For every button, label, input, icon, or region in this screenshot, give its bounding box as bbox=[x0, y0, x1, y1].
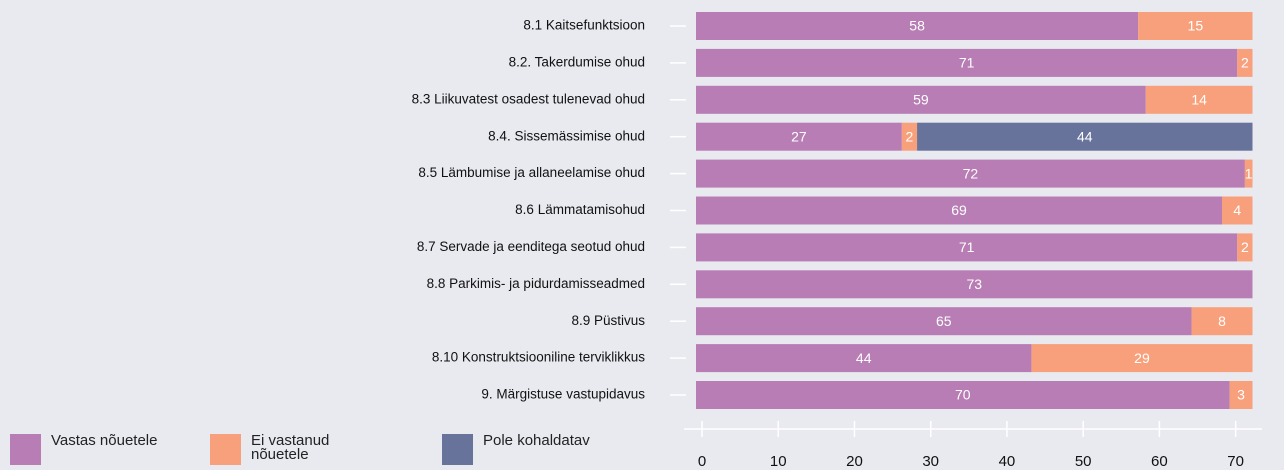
bar-segment bbox=[1031, 344, 1253, 373]
value-label: 2 bbox=[906, 128, 914, 144]
legend-swatch bbox=[442, 434, 473, 465]
value-label: 4 bbox=[1233, 202, 1241, 218]
x-tick-label: 60 bbox=[1151, 453, 1168, 470]
legend-label: Vastas nõuetele bbox=[51, 432, 158, 449]
value-label: 70 bbox=[955, 387, 971, 403]
value-label: 3 bbox=[1237, 387, 1245, 403]
category-label: 8.9 Püstivus bbox=[571, 313, 645, 328]
value-label: 27 bbox=[791, 128, 807, 144]
bar-segment bbox=[696, 344, 1032, 373]
bar-segment bbox=[696, 12, 1139, 40]
value-label: 72 bbox=[963, 165, 979, 181]
category-label: 8.2. Takerdumise ohud bbox=[509, 54, 645, 69]
bar-segment bbox=[696, 233, 1238, 262]
bar-segment bbox=[1145, 85, 1253, 114]
x-tick-label: 40 bbox=[999, 453, 1016, 470]
bar-segment bbox=[1191, 307, 1253, 336]
bar-segment bbox=[1222, 196, 1253, 225]
legend-item: Ei vastanud nõuetele bbox=[210, 432, 361, 465]
value-label: 1 bbox=[1245, 165, 1253, 181]
value-label: 71 bbox=[959, 239, 975, 255]
category-label: 8.10 Konstruktsiooniline terviklikkus bbox=[432, 350, 645, 365]
category-label: 8.6 Lämmatamisohud bbox=[515, 202, 645, 217]
category-label: 8.8 Parkimis- ja pidurdamisseadmed bbox=[427, 276, 645, 291]
x-tick-label: 70 bbox=[1227, 453, 1244, 470]
value-label: 59 bbox=[913, 92, 929, 108]
bar-segment bbox=[917, 122, 1253, 151]
value-label: 69 bbox=[951, 202, 967, 218]
value-label: 58 bbox=[909, 18, 925, 34]
category-label: 8.3 Liikuvatest osadest tulenevad ohud bbox=[412, 91, 645, 106]
x-tick-label: 30 bbox=[922, 453, 939, 470]
legend-swatch bbox=[210, 434, 241, 465]
bar-segment bbox=[1138, 12, 1253, 40]
value-label: 65 bbox=[936, 313, 952, 329]
legend-item: Pole kohaldatav bbox=[442, 432, 593, 465]
category-label: 9. Märgistuse vastupidavus bbox=[481, 387, 645, 402]
bar-segment bbox=[1229, 381, 1253, 409]
x-tick-label: 50 bbox=[1075, 453, 1092, 470]
bar-segment bbox=[901, 122, 918, 151]
bar-segment bbox=[1237, 233, 1253, 262]
value-label: 8 bbox=[1218, 313, 1226, 329]
category-label: 8.5 Lämbumise ja allaneelamise ohud bbox=[418, 165, 645, 180]
category-label: 8.1 Kaitsefunktsioon bbox=[523, 18, 645, 33]
value-label: 14 bbox=[1191, 92, 1207, 108]
value-label: 73 bbox=[966, 276, 982, 292]
bar-segment bbox=[696, 381, 1230, 409]
bar-segment bbox=[1237, 48, 1253, 77]
bar-segment bbox=[696, 85, 1146, 114]
legend-swatch bbox=[10, 434, 41, 465]
legend-label: Pole kohaldatav bbox=[483, 432, 590, 449]
value-label: 29 bbox=[1134, 350, 1150, 366]
category-label: 8.7 Servade ja eenditega seotud ohud bbox=[417, 239, 645, 254]
x-tick-label: 20 bbox=[846, 453, 863, 470]
bar-segment bbox=[696, 196, 1223, 225]
bar-segment bbox=[696, 159, 1245, 188]
bar-segment bbox=[1244, 159, 1253, 188]
legend-label: Ei vastanud nõuetele bbox=[251, 432, 330, 463]
value-label: 71 bbox=[959, 55, 975, 71]
value-label: 44 bbox=[856, 350, 872, 366]
value-label: 2 bbox=[1241, 55, 1249, 71]
value-label: 2 bbox=[1241, 239, 1249, 255]
bar-segment bbox=[696, 122, 902, 151]
bar-segment bbox=[696, 307, 1192, 336]
bar-segment bbox=[696, 48, 1238, 77]
category-label: 8.4. Sissemässimise ohud bbox=[488, 128, 645, 143]
x-tick-label: 0 bbox=[698, 453, 706, 470]
value-label: 15 bbox=[1188, 18, 1204, 34]
legend-item: Vastas nõuetele bbox=[10, 432, 161, 465]
x-tick-label: 10 bbox=[770, 453, 787, 470]
bar-segment bbox=[696, 270, 1253, 299]
value-label: 44 bbox=[1077, 128, 1093, 144]
